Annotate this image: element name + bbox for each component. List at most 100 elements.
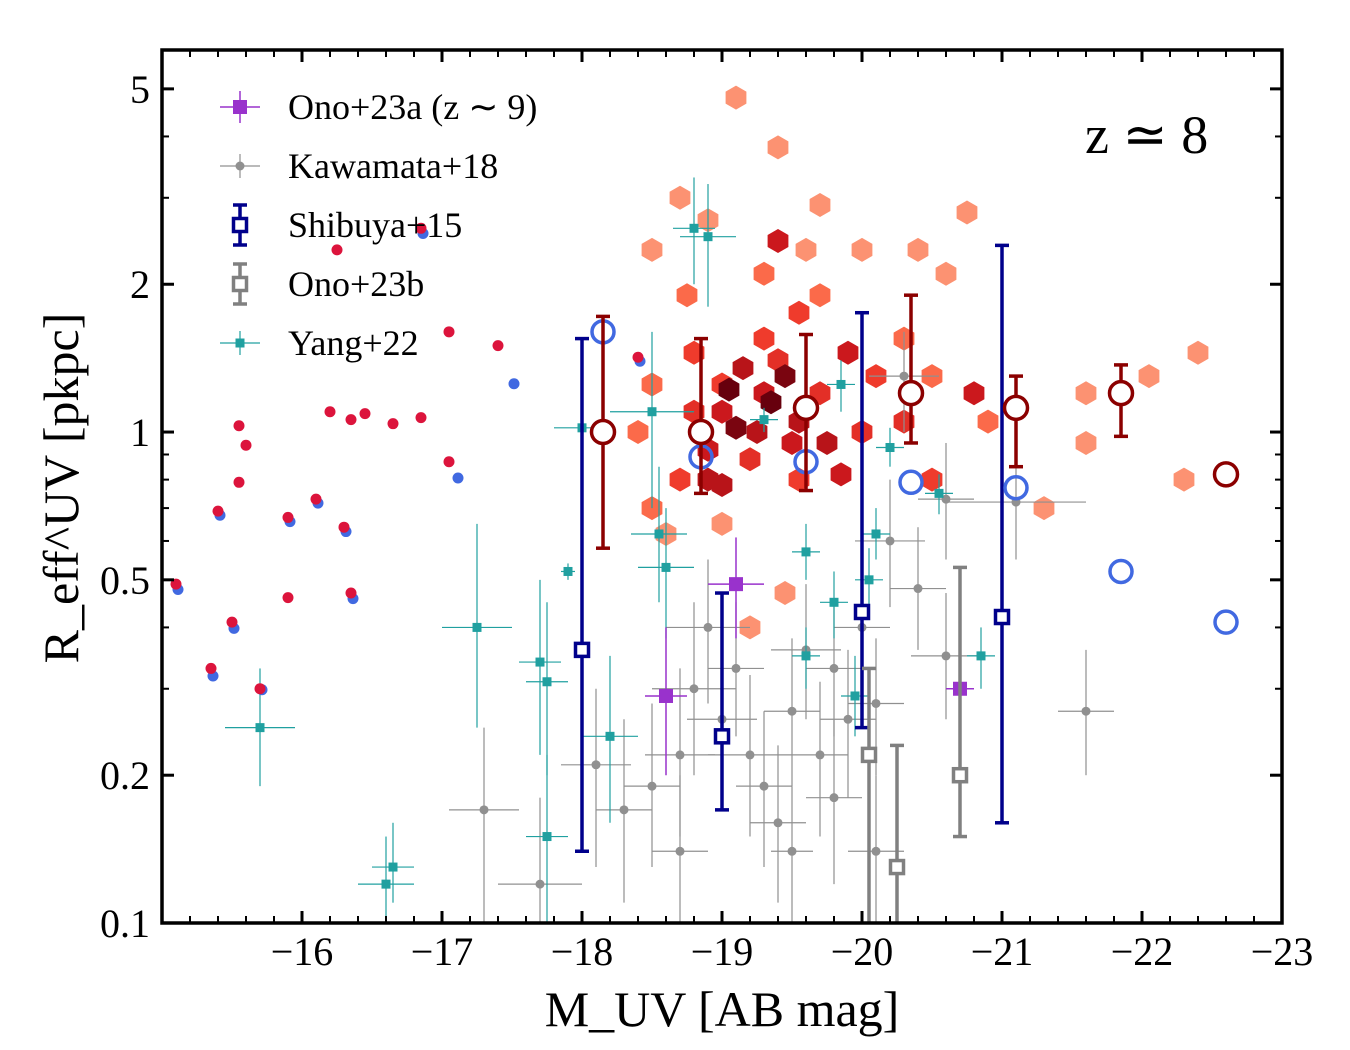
- shibuya-point: [993, 608, 1011, 626]
- yang-point: [542, 677, 552, 687]
- shibuya-point: [853, 603, 871, 621]
- hexbin-density: [627, 85, 1209, 640]
- median-red-point: [1107, 379, 1135, 407]
- legend-marker: [231, 275, 249, 293]
- median-red-point: [589, 418, 617, 446]
- kawamata-point: [829, 663, 839, 673]
- kawamata-point: [871, 846, 881, 856]
- y-tick-label: 0.5: [100, 558, 150, 603]
- sim-red-point: [345, 587, 357, 599]
- yang-point: [836, 379, 846, 389]
- hexbin-cell: [669, 467, 691, 492]
- kawamata-point: [843, 714, 853, 724]
- legend-item-shibuya: Shibuya+15: [231, 203, 462, 247]
- legend-label: Kawamata+18: [288, 146, 498, 186]
- kawamata-point: [745, 750, 755, 760]
- hexbin-cell: [627, 420, 649, 444]
- kawamata-point: [731, 663, 741, 673]
- kawamata-point: [1081, 706, 1091, 716]
- hexbin-cell: [907, 237, 929, 262]
- y-tick-label: 0.2: [100, 753, 150, 798]
- hexbin-cell: [774, 364, 796, 389]
- yang-point: [829, 597, 839, 607]
- hexbin-cell: [956, 200, 978, 225]
- yang-point: [661, 562, 671, 572]
- kawamata-point: [591, 760, 601, 770]
- hexbin-cell: [676, 283, 698, 308]
- yang-point: [934, 488, 944, 498]
- kawamata-point: [941, 494, 951, 504]
- sim-blue-point: [508, 378, 520, 390]
- yang-point: [864, 575, 874, 585]
- hexbin-cell: [977, 409, 999, 434]
- yang-point: [759, 415, 769, 425]
- sim-red-point: [324, 406, 336, 418]
- sim-red-point: [226, 616, 238, 628]
- sim-red-point: [443, 456, 455, 468]
- hexbin-cell: [1075, 431, 1097, 455]
- hexbin-cell: [795, 237, 817, 262]
- x-tick-label: −23: [1251, 929, 1314, 974]
- median-blue-point: [1003, 475, 1029, 501]
- hexbin-cell: [830, 462, 852, 487]
- yang-point: [885, 443, 895, 453]
- legend-label: Ono+23b: [288, 264, 424, 304]
- x-tick-label: −19: [691, 929, 754, 974]
- median-red-point: [1002, 394, 1030, 422]
- hexbin-cell: [1033, 496, 1055, 521]
- sim-red-point: [415, 412, 427, 424]
- hexbin-cell: [711, 399, 733, 424]
- hexbin-cell: [641, 237, 663, 262]
- yang-point: [654, 529, 664, 539]
- hexbin-cell: [935, 261, 957, 286]
- hexbin-cell: [711, 511, 733, 536]
- yang-point: [801, 547, 811, 557]
- x-tick-label: −21: [971, 929, 1034, 974]
- median-blue-point: [898, 469, 924, 496]
- kawamata-point: [773, 818, 783, 828]
- kawamata-point: [535, 879, 545, 889]
- legend-item-ono23a: Ono+23a (z ∼ 9): [220, 87, 537, 127]
- x-tick-label: −16: [271, 929, 334, 974]
- yang-point: [388, 862, 398, 872]
- ono23a-point: [729, 577, 743, 592]
- hexbin-cell: [725, 85, 747, 110]
- kawamata-point: [703, 622, 713, 632]
- legend-label: Yang+22: [288, 323, 419, 363]
- hexbin-cell: [725, 415, 747, 440]
- sim-red-point: [331, 244, 343, 256]
- yang-point: [605, 731, 615, 741]
- sim-red-point: [282, 592, 294, 604]
- sim-red-point: [212, 505, 224, 517]
- median-red-point: [897, 379, 925, 407]
- kawamata-point: [479, 805, 489, 815]
- yang-point: [850, 691, 860, 701]
- sim-red-point: [443, 326, 455, 338]
- hexbin-cell: [774, 581, 796, 605]
- sim-red-point: [254, 683, 266, 695]
- hexbin-cell: [1187, 340, 1209, 365]
- hexbin-cell: [753, 261, 775, 286]
- hexbin-cell: [809, 283, 831, 308]
- hexbin-cell: [921, 467, 943, 492]
- hexbin-cell: [753, 326, 775, 351]
- yang-point: [472, 622, 482, 632]
- yang-point: [255, 723, 265, 733]
- kawamata-point: [815, 750, 825, 760]
- y-tick-label: 2: [130, 262, 150, 307]
- sim-red-point: [387, 418, 399, 430]
- yang-point: [689, 223, 699, 233]
- sim-red-point: [282, 511, 294, 523]
- legend: Ono+23a (z ∼ 9) Kawamata+18 Shibuya+15 Ono+…: [220, 87, 537, 363]
- hexbin-cell: [641, 496, 663, 521]
- x-tick-label: −18: [551, 929, 614, 974]
- data-points: [170, 177, 1240, 923]
- hexbin-cell: [767, 135, 789, 160]
- sim-red-point: [233, 420, 245, 432]
- x-tick-label: −20: [831, 929, 894, 974]
- yang-point: [542, 832, 552, 842]
- sim-red-point: [205, 662, 217, 674]
- yang-point: [976, 651, 986, 661]
- hexbin-cell: [788, 300, 810, 325]
